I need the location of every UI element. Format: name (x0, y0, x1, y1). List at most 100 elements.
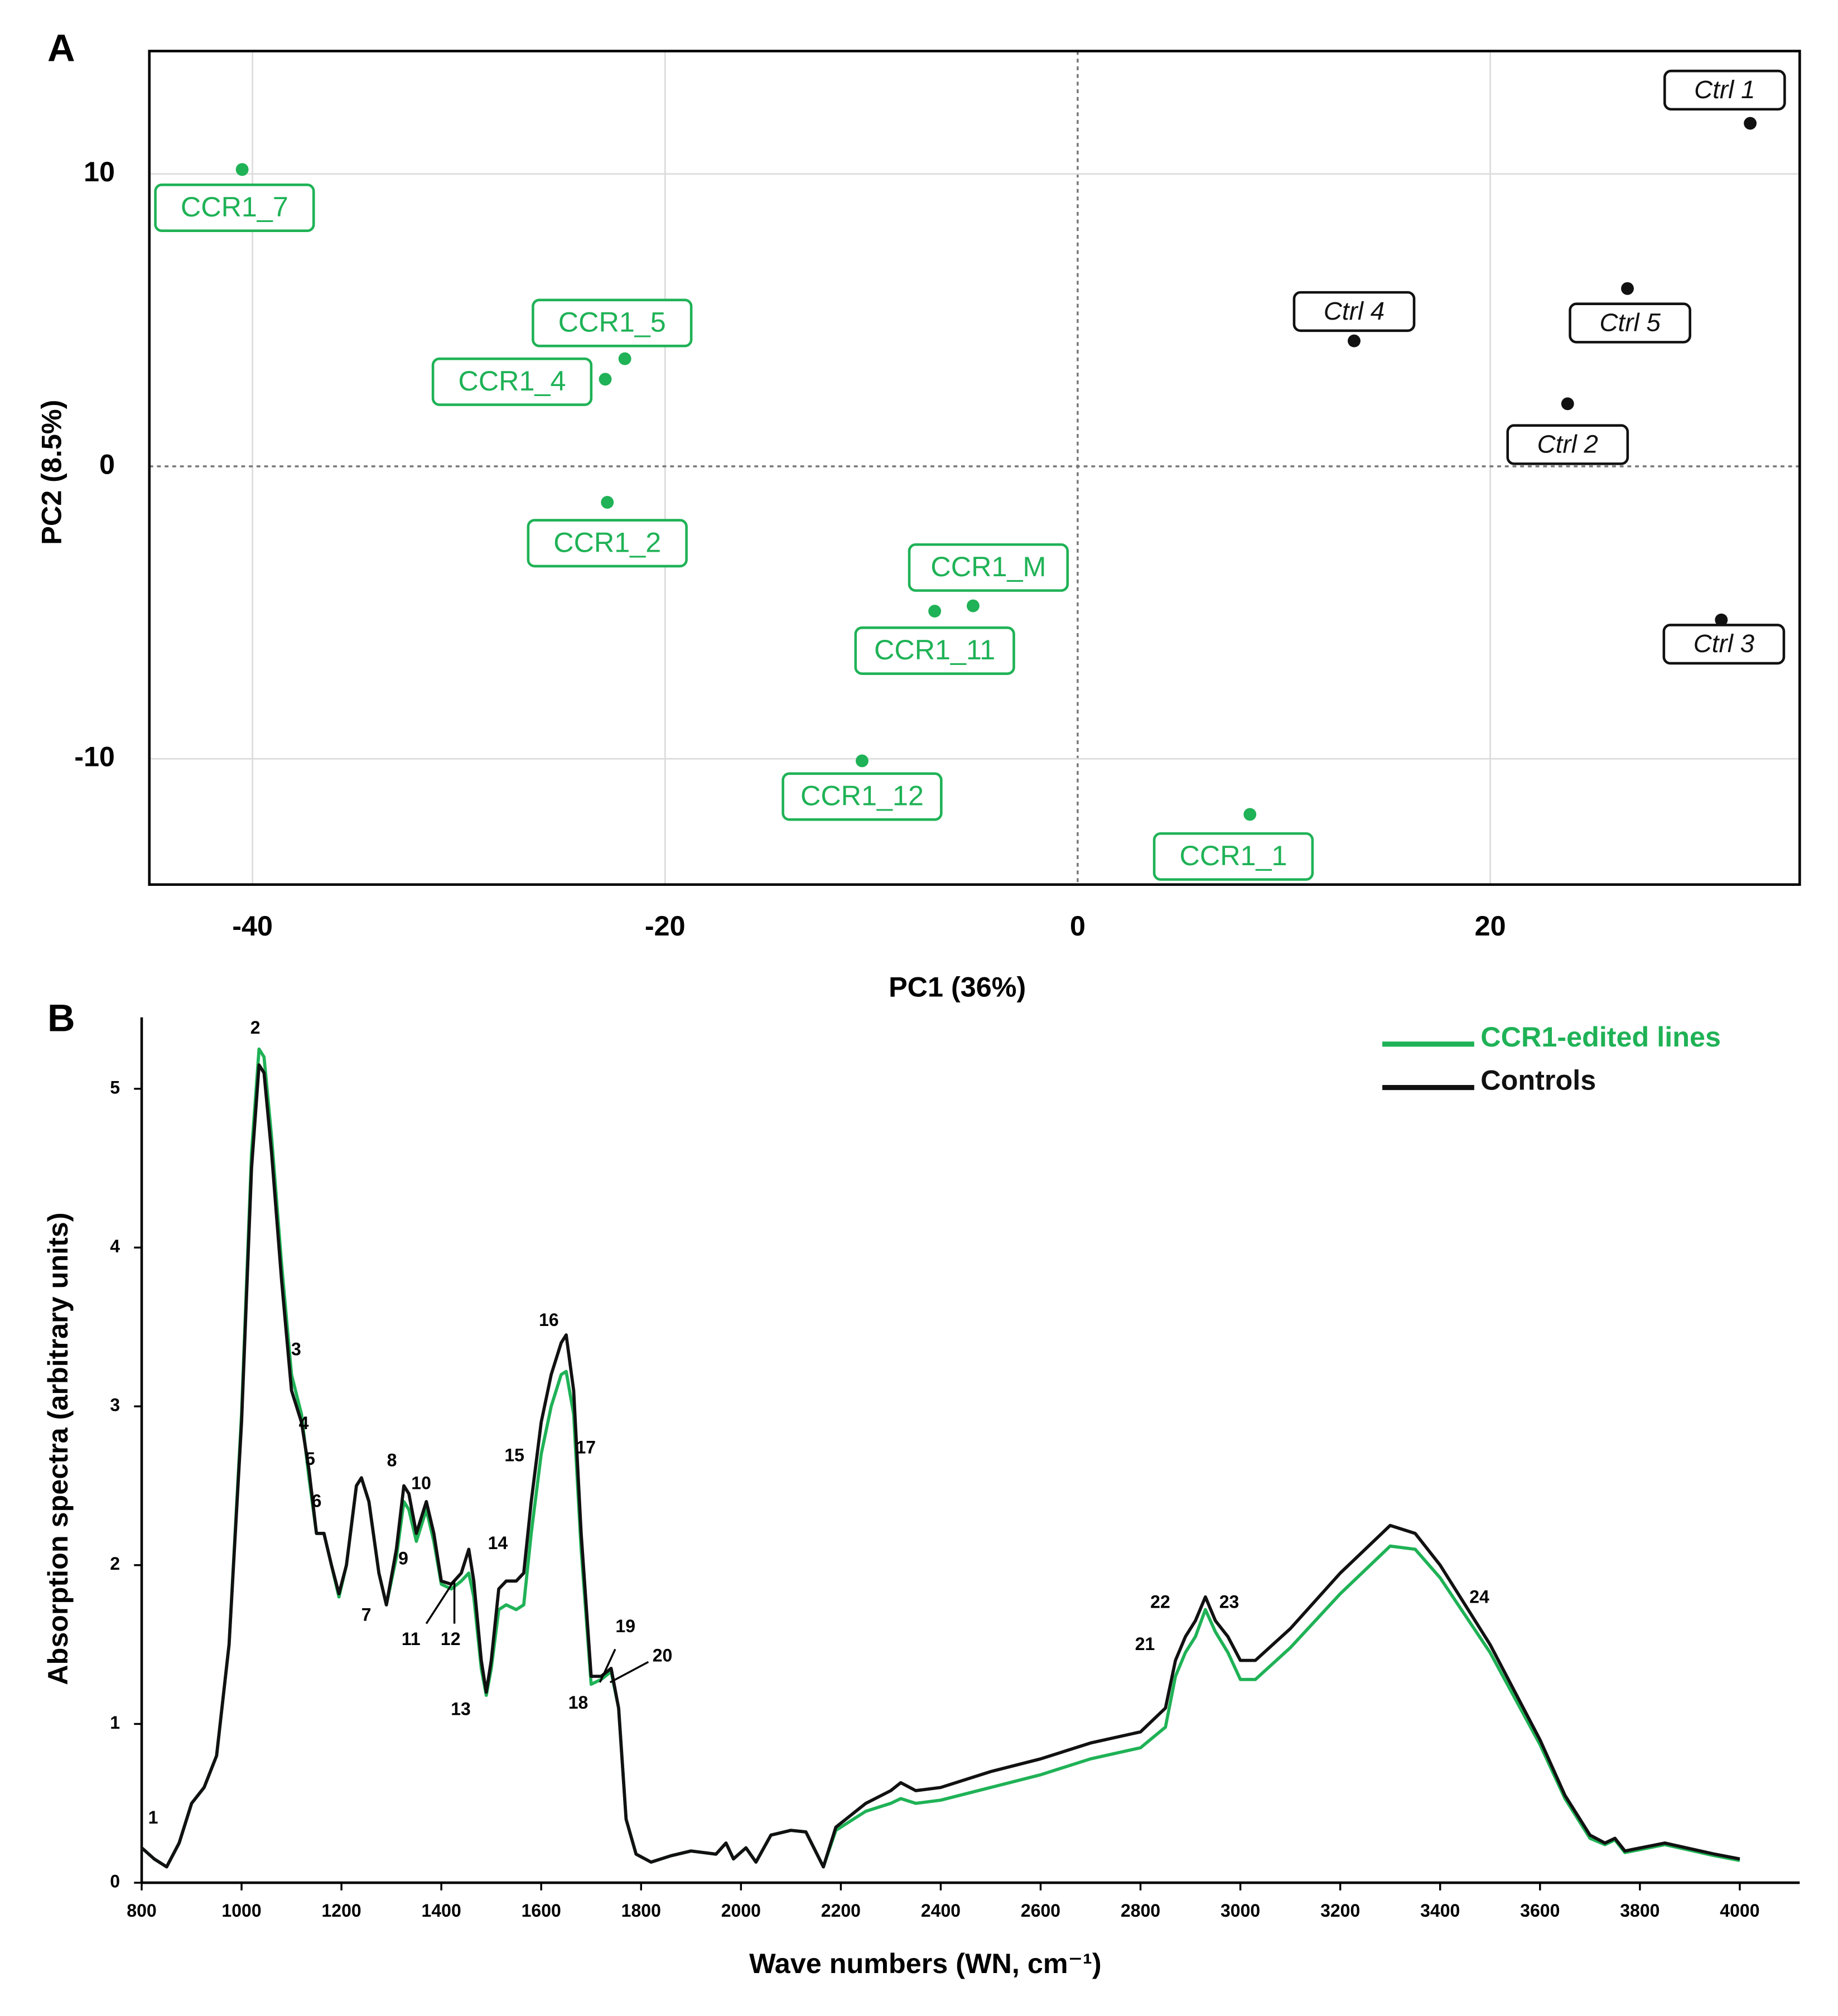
label-box (1662, 624, 1786, 665)
point-label: CCR1_5 (558, 306, 666, 338)
point (1243, 808, 1257, 821)
peak-label: 21 (1135, 1634, 1155, 1654)
peak-label: 2 (250, 1017, 260, 1038)
y-axis-title: PC2 (8.5%) (35, 400, 67, 545)
x-tick-label: 3000 (1220, 1901, 1260, 1921)
y-tick-label: 1 (110, 1713, 120, 1733)
peak-label: 18 (568, 1692, 588, 1713)
label-box (1506, 424, 1629, 465)
point (618, 352, 631, 365)
x-tick-label: 3800 (1620, 1901, 1659, 1921)
x-tick-label: -20 (645, 910, 686, 942)
x-tick-label: 3400 (1420, 1901, 1460, 1921)
x-tick-label: 800 (127, 1901, 156, 1921)
label-box (1663, 69, 1786, 111)
point-label: CCR1_1 (1180, 840, 1287, 871)
label-box (908, 543, 1069, 592)
leader-line (599, 1648, 616, 1683)
peak-label: 12 (441, 1629, 461, 1649)
point (928, 605, 942, 618)
point (1621, 282, 1634, 295)
peak-label: 22 (1150, 1591, 1170, 1612)
panel-label: B (47, 997, 75, 1040)
legend-label: Controls (1480, 1064, 1596, 1096)
x-tick-label: 0 (1070, 910, 1086, 942)
y-axis-title: Absorption spectra (arbitrary units) (42, 1212, 74, 1685)
point-label: CCR1_2 (553, 526, 661, 558)
peak-label: 10 (411, 1473, 431, 1493)
point-label: Ctrl 1 (1694, 75, 1755, 104)
point (967, 599, 980, 612)
point (1744, 117, 1757, 130)
x-tick-label: 2000 (721, 1901, 761, 1921)
peak-label: 13 (451, 1699, 471, 1719)
y-tick-label: 5 (110, 1077, 120, 1097)
x-tick-label: 2200 (821, 1901, 861, 1921)
point-label: CCR1_7 (181, 191, 288, 223)
x-tick-label: 1000 (221, 1901, 261, 1921)
x-tick-label: 3600 (1520, 1901, 1560, 1921)
peak-label: 17 (576, 1438, 596, 1458)
label-box (532, 298, 693, 348)
x-tick-label: 2600 (1021, 1901, 1060, 1921)
plot-frame (148, 50, 1801, 886)
peak-label: 6 (312, 1491, 322, 1511)
peak-label: 5 (305, 1449, 315, 1469)
label-box (1292, 291, 1416, 332)
peak-label: 11 (402, 1629, 421, 1649)
panel-label: A (47, 27, 75, 70)
point-label: CCR1_M (930, 551, 1046, 582)
point-label: CCR1_11 (874, 634, 995, 665)
point-label: Ctrl 4 (1324, 297, 1384, 325)
y-tick-label: 3 (110, 1395, 120, 1415)
peak-label: 8 (387, 1450, 397, 1470)
point-label: Ctrl 2 (1537, 430, 1598, 458)
y-tick-label: 10 (84, 156, 115, 187)
label-box (154, 184, 315, 232)
spectrum-line (141, 1063, 1740, 1869)
peak-label: 19 (615, 1616, 635, 1636)
peak-label: 23 (1219, 1591, 1239, 1612)
x-tick-label: 4000 (1720, 1901, 1759, 1921)
point (856, 754, 869, 768)
point (601, 496, 614, 509)
x-tick-label: -40 (232, 910, 273, 942)
label-box (431, 357, 593, 406)
x-axis-title: Wave numbers (WN, cm⁻¹) (749, 1947, 1102, 1979)
leader-line (425, 1579, 456, 1624)
peak-label: 24 (1469, 1586, 1489, 1607)
peak-label: 4 (299, 1413, 309, 1433)
legend-label: CCR1-edited lines (1480, 1021, 1721, 1053)
point-label: Ctrl 3 (1694, 629, 1755, 658)
x-tick-label: 1400 (422, 1901, 461, 1921)
y-tick-label: -10 (74, 741, 115, 773)
peak-label: 15 (504, 1445, 524, 1465)
point (1715, 613, 1728, 626)
point-label: CCR1_4 (458, 365, 566, 397)
peak-label: 20 (653, 1646, 673, 1666)
peak-label: 7 (361, 1604, 372, 1624)
x-tick-label: 2400 (921, 1901, 961, 1921)
x-tick-label: 1200 (321, 1901, 361, 1921)
x-tick-label: 3200 (1320, 1901, 1360, 1921)
label-box (1569, 302, 1691, 344)
peak-label: 9 (398, 1549, 408, 1569)
x-tick-label: 1800 (621, 1901, 661, 1921)
point (1561, 397, 1574, 411)
label-box (1152, 832, 1314, 881)
x-tick-label: 2800 (1121, 1901, 1160, 1921)
y-tick-label: 2 (110, 1554, 120, 1574)
point-label: Ctrl 5 (1599, 308, 1661, 336)
x-axis-title: PC1 (36%) (889, 971, 1026, 1003)
label-box (781, 772, 943, 821)
label-box (854, 626, 1015, 675)
peak-label: 16 (539, 1310, 559, 1330)
peak-label: 3 (291, 1339, 301, 1359)
label-box (527, 519, 688, 568)
peak-label: 14 (488, 1533, 508, 1553)
x-tick-label: 1600 (522, 1901, 561, 1921)
peak-label: 1 (148, 1807, 158, 1827)
spectrum-line (141, 1047, 1740, 1869)
point (599, 373, 612, 386)
